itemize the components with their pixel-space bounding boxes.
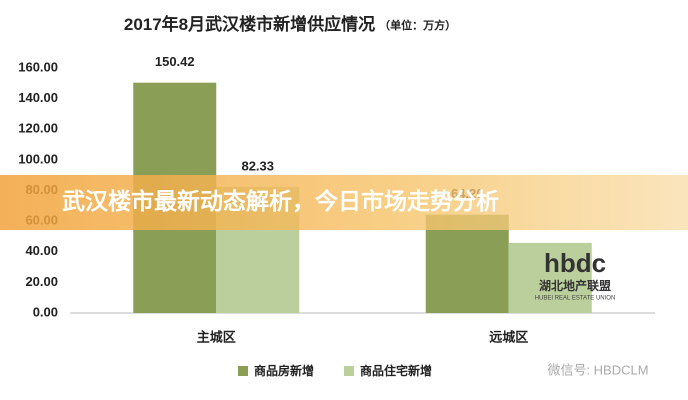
bar — [425, 214, 509, 313]
value-label: 82.33 — [241, 158, 274, 173]
legend-label: 商品房新增 — [254, 363, 314, 378]
logo-english: HUBEI REAL ESTATE UNION — [535, 296, 616, 302]
y-tick-label: 120.00 — [18, 121, 58, 136]
legend-label: 商品住宅新增 — [360, 363, 432, 378]
x-tick-label: 主城区 — [197, 329, 236, 344]
legend-swatch — [238, 366, 248, 376]
value-label: 150.42 — [155, 54, 195, 69]
logo: hbdc 湖北地产联盟 HUBEI REAL ESTATE UNION — [535, 248, 616, 302]
bar — [508, 242, 592, 313]
y-tick-label: 160.00 — [18, 59, 58, 74]
logo-mark: hbdc — [544, 248, 606, 278]
legend-swatch — [344, 366, 354, 376]
y-tick-label: 100.00 — [18, 151, 58, 166]
y-tick-label: 20.00 — [25, 274, 58, 289]
y-tick-label: 140.00 — [18, 90, 58, 105]
watermark: 微信号: HBDCLM — [547, 362, 648, 377]
y-tick-label: 40.00 — [25, 243, 58, 258]
x-tick-label: 远城区 — [489, 329, 528, 344]
banner: 武汉楼市最新动态解析，今日市场走势分析 — [62, 188, 499, 214]
title: 2017年8月武汉楼市新增供应情况 — [124, 14, 375, 34]
logo-name: 湖北地产联盟 — [539, 278, 611, 293]
chart-title: 2017年8月武汉楼市新增供应情况 （单位：万方） — [124, 14, 456, 34]
banner-bg — [0, 175, 688, 230]
subtitle: （单位：万方） — [379, 18, 456, 32]
y-tick-label: 0.00 — [33, 304, 58, 319]
